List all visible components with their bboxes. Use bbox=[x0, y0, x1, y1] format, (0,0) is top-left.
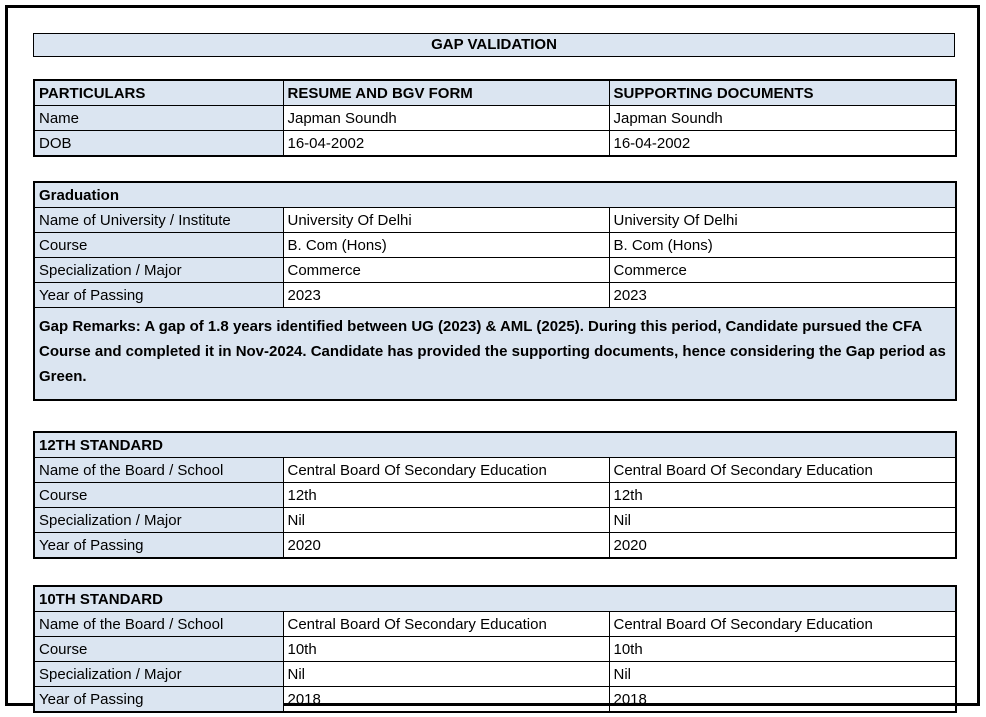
column-header-particulars: PARTICULARS bbox=[33, 79, 284, 106]
table-row: Specialization / Major Commerce Commerce bbox=[33, 257, 957, 283]
section-header-row: Graduation bbox=[33, 181, 957, 208]
row-label: Course bbox=[33, 636, 284, 662]
resume-value: Commerce bbox=[282, 257, 610, 283]
resume-value: Nil bbox=[282, 507, 610, 533]
resume-value: 2020 bbox=[282, 532, 610, 559]
row-label: Course bbox=[33, 482, 284, 508]
supporting-value: Nil bbox=[608, 507, 957, 533]
row-label: Name of the Board / School bbox=[33, 611, 284, 637]
supporting-value: 2023 bbox=[608, 282, 957, 308]
resume-value: University Of Delhi bbox=[282, 207, 610, 233]
row-label: Year of Passing bbox=[33, 532, 284, 559]
document-content: GAP VALIDATION PARTICULARS RESUME AND BG… bbox=[8, 8, 977, 713]
table-row: DOB 16-04-2002 16-04-2002 bbox=[33, 130, 957, 157]
resume-value: Nil bbox=[282, 661, 610, 687]
resume-value: B. Com (Hons) bbox=[282, 232, 610, 258]
page-title: GAP VALIDATION bbox=[33, 33, 955, 57]
table-row: Name Japman Soundh Japman Soundh bbox=[33, 105, 957, 131]
resume-value: 12th bbox=[282, 482, 610, 508]
table-row: Year of Passing 2020 2020 bbox=[33, 532, 957, 559]
row-label: Name of University / Institute bbox=[33, 207, 284, 233]
supporting-value: 2020 bbox=[608, 532, 957, 559]
resume-value: 16-04-2002 bbox=[282, 130, 610, 157]
tenth-standard-table: 10TH STANDARD Name of the Board / School… bbox=[33, 585, 958, 713]
row-label: Year of Passing bbox=[33, 282, 284, 308]
table-row: Name of the Board / School Central Board… bbox=[33, 457, 957, 483]
table-row: Course 12th 12th bbox=[33, 482, 957, 508]
supporting-value: 10th bbox=[608, 636, 957, 662]
row-label: DOB bbox=[33, 130, 284, 157]
table-row: Specialization / Major Nil Nil bbox=[33, 507, 957, 533]
table-row: Course B. Com (Hons) B. Com (Hons) bbox=[33, 232, 957, 258]
table-row: Name of University / Institute Universit… bbox=[33, 207, 957, 233]
table-row: Name of the Board / School Central Board… bbox=[33, 611, 957, 637]
particulars-table: PARTICULARS RESUME AND BGV FORM SUPPORTI… bbox=[33, 79, 957, 157]
twelfth-standard-table: 12TH STANDARD Name of the Board / School… bbox=[33, 431, 958, 559]
column-header-resume: RESUME AND BGV FORM bbox=[282, 79, 610, 106]
row-label: Specialization / Major bbox=[33, 661, 284, 687]
section-title-10th: 10TH STANDARD bbox=[33, 585, 957, 612]
supporting-value: 12th bbox=[608, 482, 957, 508]
table-row: Specialization / Major Nil Nil bbox=[33, 661, 957, 687]
column-header-supporting: SUPPORTING DOCUMENTS bbox=[608, 79, 957, 106]
resume-value: 2023 bbox=[282, 282, 610, 308]
supporting-value: B. Com (Hons) bbox=[608, 232, 957, 258]
row-label: Name bbox=[33, 105, 284, 131]
page-border: GAP VALIDATION PARTICULARS RESUME AND BG… bbox=[5, 5, 980, 713]
supporting-value: 2018 bbox=[608, 686, 957, 713]
supporting-value: Commerce bbox=[608, 257, 957, 283]
section-title-12th: 12TH STANDARD bbox=[33, 431, 957, 458]
resume-value: Central Board Of Secondary Education bbox=[282, 611, 610, 637]
resume-value: Central Board Of Secondary Education bbox=[282, 457, 610, 483]
graduation-table: Graduation Name of University / Institut… bbox=[33, 181, 958, 401]
row-label: Year of Passing bbox=[33, 686, 284, 713]
supporting-value: 16-04-2002 bbox=[608, 130, 957, 157]
supporting-value: University Of Delhi bbox=[608, 207, 957, 233]
gap-remarks-row: Gap Remarks: A gap of 1.8 years identifi… bbox=[33, 307, 957, 401]
particulars-header-row: PARTICULARS RESUME AND BGV FORM SUPPORTI… bbox=[33, 79, 957, 106]
resume-value: 2018 bbox=[282, 686, 610, 713]
table-row: Course 10th 10th bbox=[33, 636, 957, 662]
row-label: Course bbox=[33, 232, 284, 258]
gap-remarks-text: Gap Remarks: A gap of 1.8 years identifi… bbox=[33, 307, 957, 401]
row-label: Specialization / Major bbox=[33, 507, 284, 533]
table-row: Year of Passing 2023 2023 bbox=[33, 282, 957, 308]
row-label: Specialization / Major bbox=[33, 257, 284, 283]
row-label: Name of the Board / School bbox=[33, 457, 284, 483]
supporting-value: Nil bbox=[608, 661, 957, 687]
section-header-row: 10TH STANDARD bbox=[33, 585, 957, 612]
resume-value: Japman Soundh bbox=[282, 105, 610, 131]
resume-value: 10th bbox=[282, 636, 610, 662]
section-header-row: 12TH STANDARD bbox=[33, 431, 957, 458]
table-row: Year of Passing 2018 2018 bbox=[33, 686, 957, 713]
supporting-value: Central Board Of Secondary Education bbox=[608, 457, 957, 483]
supporting-value: Japman Soundh bbox=[608, 105, 957, 131]
supporting-value: Central Board Of Secondary Education bbox=[608, 611, 957, 637]
section-title-graduation: Graduation bbox=[33, 181, 957, 208]
